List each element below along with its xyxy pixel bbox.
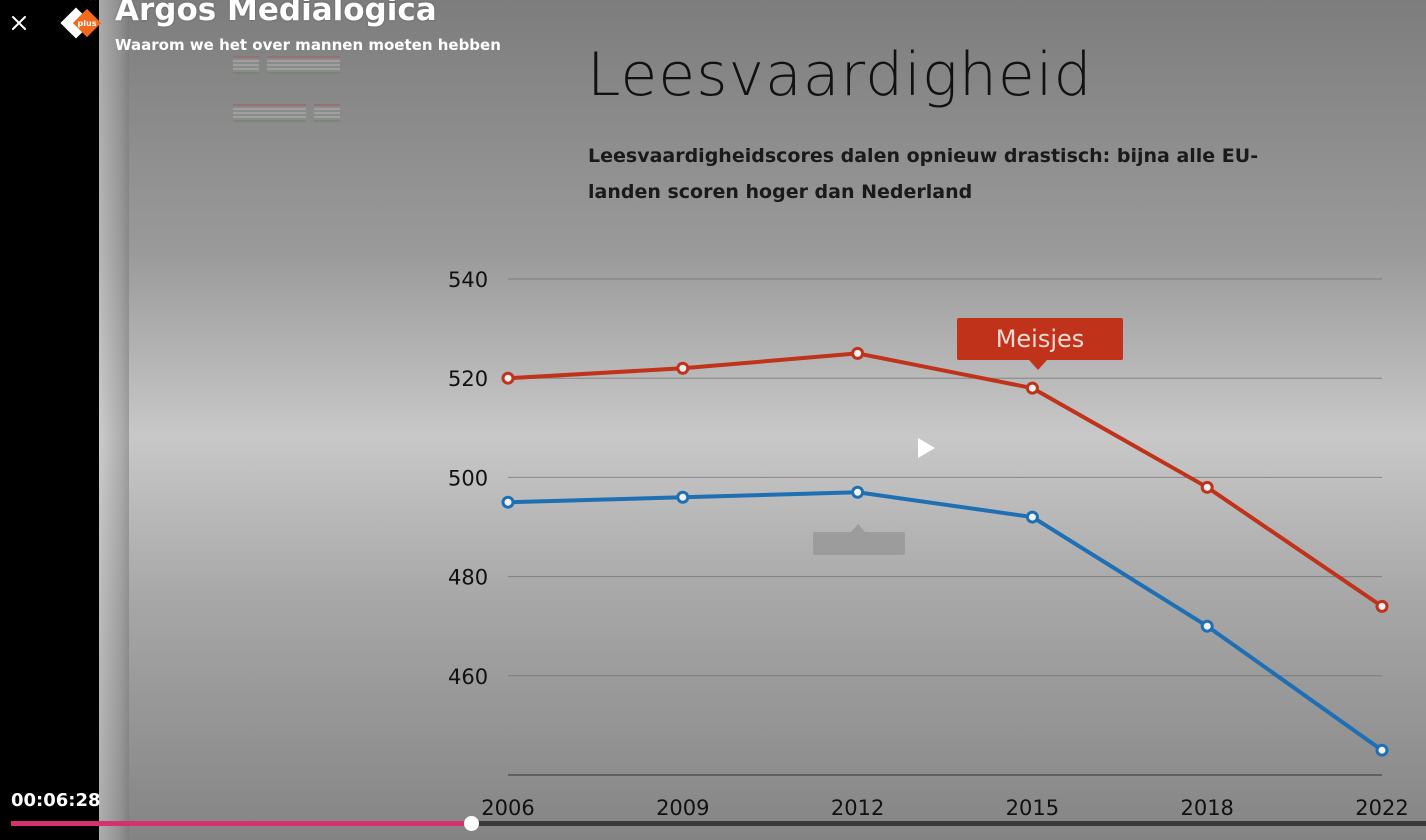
- episode-title: Waarom we het over mannen moeten hebben: [115, 36, 501, 54]
- data-point-meisjes: [501, 371, 515, 385]
- x-tick-label: 2009: [656, 796, 709, 820]
- series-line-meisjes: [507, 351, 1384, 609]
- current-time: 00:06:28: [11, 790, 101, 811]
- progress-thumb[interactable]: [463, 816, 479, 831]
- progress-fill: [11, 821, 471, 826]
- x-tick-label: 2022: [1355, 796, 1408, 820]
- x-tick-label: 2012: [831, 796, 884, 820]
- logo-plus-text: plus: [78, 19, 97, 28]
- y-tick-label: 480: [448, 566, 488, 590]
- series-line-2: [507, 490, 1384, 752]
- data-point-2: [1025, 510, 1039, 524]
- left-black-bar: [0, 0, 99, 840]
- x-tick-label: 2015: [1006, 796, 1059, 820]
- series-label-hidden: [813, 524, 905, 555]
- play-icon[interactable]: [914, 436, 938, 460]
- npo-plus-logo: plus: [57, 6, 103, 44]
- show-title: Argos Medialogica: [115, 0, 437, 28]
- legend-stub: [233, 104, 306, 122]
- video-edge-shadow: [99, 0, 129, 840]
- data-point-meisjes: [1375, 599, 1389, 613]
- legend-stub: [233, 56, 259, 74]
- series-label-meisjes: Meisjes: [957, 318, 1123, 370]
- x-tick-label: 2018: [1180, 796, 1233, 820]
- progress-bar[interactable]: [11, 816, 1426, 831]
- data-point-2: [501, 495, 515, 509]
- y-tick-label: 540: [448, 268, 488, 292]
- data-point-2: [851, 485, 865, 499]
- slide-title: Leesvaardigheid: [587, 40, 1093, 110]
- data-point-2: [1200, 619, 1214, 633]
- video-frame[interactable]: Leesvaardigheid Leesvaardigheidscores da…: [99, 0, 1426, 840]
- data-point-2: [1375, 743, 1389, 757]
- data-point-meisjes: [1025, 381, 1039, 395]
- x-tick-label: 2006: [481, 796, 534, 820]
- y-tick-label: 500: [448, 466, 488, 490]
- line-chart: 460 480 500 520 540 2006 2009 2012 2015 2018 2022: [448, 268, 1409, 820]
- data-point-2: [676, 490, 690, 504]
- legend-stub: [314, 104, 340, 122]
- data-point-meisjes: [1200, 480, 1214, 494]
- data-point-meisjes: [851, 346, 865, 360]
- slide-subtitle: Leesvaardigheidscores dalen opnieuw dras…: [588, 145, 1259, 203]
- y-tick-label: 520: [448, 367, 488, 391]
- y-tick-label: 460: [448, 665, 488, 689]
- legend-stub: [267, 56, 340, 74]
- data-point-meisjes: [676, 361, 690, 375]
- close-icon[interactable]: [8, 12, 30, 34]
